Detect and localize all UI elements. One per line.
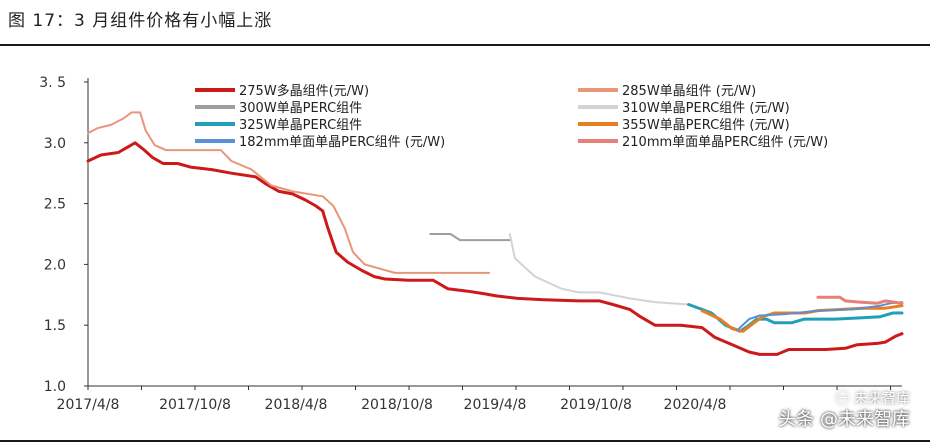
series-line-2 [87,111,491,274]
chart-axes: 1.0 1.5 2.0 2.5 3.0 3. 5 2017/4/8 2017/10/8 2018… [39,75,902,413]
x-tick-label: 2017/4/8 [57,397,120,413]
figure-title: 图 17：3 月组件价格有小幅上涨 [8,11,273,31]
top-rule [0,44,930,46]
x-tick-label: 2020/4/8 [664,397,727,413]
series-line-7 [736,301,903,332]
legend-label-4: 310W单晶PERC组件 (元/W) [622,101,790,116]
y-tick-label: 1.5 [44,318,66,334]
legend-label-6: 355W单晶PERC组件 (元/W) [622,118,790,133]
series-line-3 [429,233,511,242]
bottom-rule [0,440,930,442]
y-tick-label: 1.0 [44,379,66,395]
legend-label-1: 275W多晶组件(元/W) [239,83,369,99]
chart-legend: 275W多晶组件(元/W) 285W单晶组件 (元/W) 300W单晶PERC组件 3… [195,83,828,150]
legend-label-5: 325W单晶PERC组件 [239,118,362,133]
series-line-4 [508,233,690,306]
x-tick-label: 2019/10/8 [560,397,632,413]
y-tick-label: 2.5 [44,197,66,213]
legend-label-2: 285W单晶组件 (元/W) [622,84,756,99]
y-tick-label: 3.0 [44,136,66,152]
x-tick-label: 2019/4/8 [464,397,527,413]
series-line-1 [86,141,904,356]
watermark-text: 头条 @未来智库 [778,409,910,430]
legend-label-3: 300W单晶PERC组件 [239,101,362,116]
watermark-logo: ㊀ 未来智库 [835,391,910,407]
y-tick-label: 2.0 [44,257,66,273]
x-tick-label: 2017/10/8 [159,397,231,413]
legend-label-7: 182mm单面单晶PERC组件 (元/W) [239,135,445,150]
x-tick-label: 2018/10/8 [361,397,433,413]
chart-lines [86,111,904,356]
y-tick-label: 3. 5 [39,75,66,91]
x-tick-label: 2018/4/8 [265,397,328,413]
series-line-8 [816,295,904,305]
legend-label-8: 210mm单面单晶PERC组件 (元/W) [622,135,828,150]
